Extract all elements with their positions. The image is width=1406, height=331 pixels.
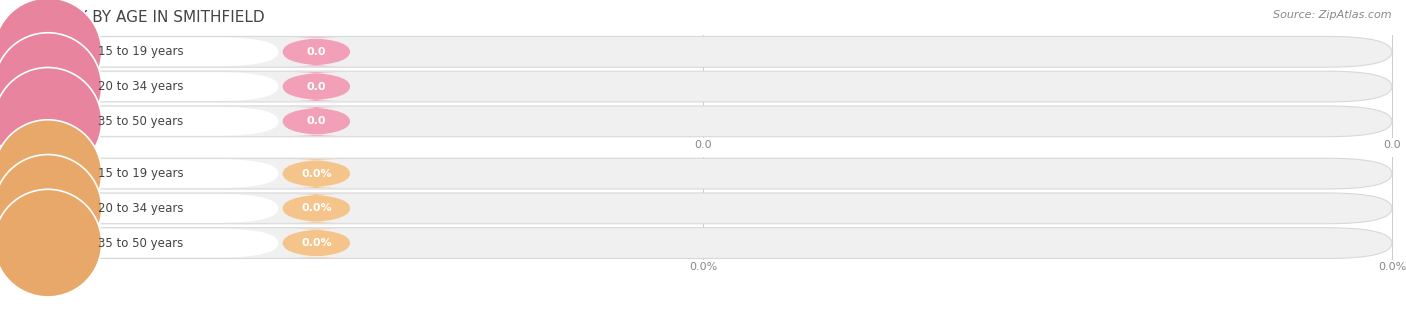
FancyBboxPatch shape — [14, 36, 1392, 67]
Text: 20 to 34 years: 20 to 34 years — [98, 202, 183, 215]
FancyBboxPatch shape — [18, 229, 278, 258]
Text: 0.0: 0.0 — [6, 140, 22, 150]
FancyBboxPatch shape — [283, 37, 350, 66]
Ellipse shape — [0, 189, 101, 297]
FancyBboxPatch shape — [14, 106, 1392, 137]
FancyBboxPatch shape — [18, 107, 278, 136]
Text: 20 to 34 years: 20 to 34 years — [98, 80, 183, 93]
FancyBboxPatch shape — [283, 229, 350, 258]
Text: 0.0: 0.0 — [1384, 140, 1400, 150]
FancyBboxPatch shape — [18, 159, 278, 188]
Text: 0.0%: 0.0% — [0, 262, 28, 272]
Ellipse shape — [0, 120, 101, 227]
FancyBboxPatch shape — [283, 194, 350, 223]
Text: 0.0%: 0.0% — [1378, 262, 1406, 272]
Text: 35 to 50 years: 35 to 50 years — [98, 115, 183, 128]
FancyBboxPatch shape — [14, 193, 1392, 224]
Text: Source: ZipAtlas.com: Source: ZipAtlas.com — [1274, 10, 1392, 20]
Text: FERTILITY BY AGE IN SMITHFIELD: FERTILITY BY AGE IN SMITHFIELD — [14, 10, 264, 25]
Ellipse shape — [0, 155, 101, 262]
FancyBboxPatch shape — [283, 159, 350, 188]
Text: 0.0: 0.0 — [695, 140, 711, 150]
FancyBboxPatch shape — [18, 72, 278, 101]
Text: 15 to 19 years: 15 to 19 years — [98, 45, 183, 58]
Ellipse shape — [0, 33, 101, 140]
Text: 0.0%: 0.0% — [301, 238, 332, 248]
Text: 0.0%: 0.0% — [301, 168, 332, 179]
FancyBboxPatch shape — [18, 194, 278, 223]
FancyBboxPatch shape — [14, 158, 1392, 189]
Text: 0.0: 0.0 — [307, 116, 326, 126]
FancyBboxPatch shape — [283, 107, 350, 136]
Text: 15 to 19 years: 15 to 19 years — [98, 167, 183, 180]
FancyBboxPatch shape — [283, 72, 350, 101]
FancyBboxPatch shape — [14, 71, 1392, 102]
FancyBboxPatch shape — [18, 37, 278, 66]
Ellipse shape — [0, 0, 101, 106]
FancyBboxPatch shape — [14, 228, 1392, 259]
Text: 0.0: 0.0 — [307, 81, 326, 92]
Text: 0.0: 0.0 — [307, 47, 326, 57]
Text: 0.0%: 0.0% — [301, 203, 332, 213]
Ellipse shape — [0, 68, 101, 175]
Text: 35 to 50 years: 35 to 50 years — [98, 237, 183, 250]
Text: 0.0%: 0.0% — [689, 262, 717, 272]
